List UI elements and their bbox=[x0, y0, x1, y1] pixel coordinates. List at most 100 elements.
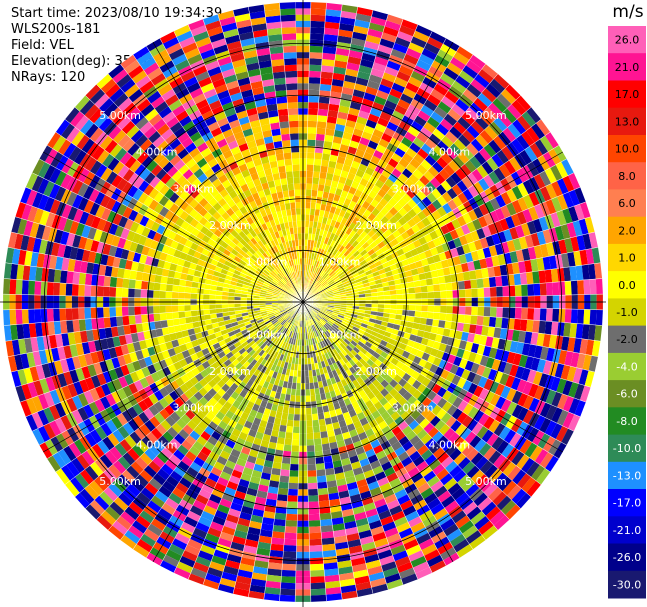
range-gate bbox=[71, 457, 85, 474]
range-gate bbox=[343, 282, 351, 288]
range-gate bbox=[83, 390, 95, 405]
range-gate bbox=[446, 290, 453, 299]
range-gate bbox=[309, 538, 323, 546]
range-gate bbox=[340, 10, 357, 20]
range-gate bbox=[228, 475, 241, 485]
range-gate bbox=[335, 243, 342, 251]
range-gate bbox=[57, 449, 72, 465]
range-gate bbox=[552, 348, 562, 364]
range-gate bbox=[380, 351, 389, 359]
range-gate bbox=[410, 120, 424, 132]
range-gate bbox=[466, 142, 479, 156]
range-gate bbox=[489, 78, 506, 94]
range-gate bbox=[384, 416, 395, 426]
range-gate bbox=[285, 329, 290, 336]
range-gate bbox=[432, 161, 444, 173]
range-gate bbox=[235, 331, 243, 338]
range-gate bbox=[230, 348, 239, 356]
range-gate bbox=[161, 350, 171, 360]
range-gate bbox=[339, 496, 352, 505]
range-gate bbox=[266, 307, 273, 311]
range-gate bbox=[493, 472, 508, 487]
range-gate bbox=[272, 319, 279, 325]
range-gate bbox=[383, 366, 393, 376]
range-gate bbox=[326, 309, 333, 313]
range-gate bbox=[335, 162, 344, 171]
range-gate bbox=[381, 561, 397, 572]
range-gate bbox=[249, 475, 261, 485]
range-gate bbox=[255, 431, 264, 440]
ray-separator bbox=[302, 158, 567, 303]
range-gate bbox=[11, 216, 22, 234]
range-gate bbox=[290, 311, 295, 317]
range-gate bbox=[274, 287, 281, 292]
range-gate bbox=[86, 262, 95, 275]
range-gate bbox=[228, 311, 236, 316]
range-gate bbox=[489, 210, 500, 224]
range-gate bbox=[399, 93, 414, 105]
range-gate bbox=[65, 480, 80, 497]
range-gate bbox=[457, 456, 471, 470]
range-gate bbox=[307, 114, 318, 122]
range-gate bbox=[578, 369, 589, 386]
range-gate bbox=[60, 464, 75, 481]
range-gate bbox=[387, 158, 399, 169]
range-gate bbox=[422, 206, 432, 217]
range-gate bbox=[346, 345, 353, 352]
range-gate bbox=[165, 415, 177, 427]
range-gate bbox=[256, 547, 271, 557]
range-gate bbox=[96, 372, 107, 386]
range-gate bbox=[347, 245, 355, 253]
range-gate bbox=[210, 466, 223, 477]
range-gate bbox=[117, 267, 125, 279]
range-gate bbox=[337, 261, 344, 268]
range-gate bbox=[323, 140, 333, 149]
range-gate bbox=[348, 254, 356, 262]
range-gate bbox=[166, 276, 174, 285]
range-gate bbox=[312, 289, 318, 295]
range-gate bbox=[371, 303, 378, 308]
range-gate bbox=[238, 563, 254, 573]
range-gate bbox=[497, 131, 512, 146]
range-gate bbox=[274, 391, 282, 400]
range-gate bbox=[483, 306, 491, 317]
range-gate bbox=[316, 121, 327, 129]
range-gate bbox=[152, 473, 166, 486]
range-gate bbox=[471, 288, 478, 298]
range-gate bbox=[536, 358, 547, 373]
range-gate bbox=[517, 182, 529, 198]
range-gate bbox=[51, 374, 62, 390]
range-gate bbox=[411, 194, 422, 205]
range-gate bbox=[476, 165, 489, 179]
range-gate bbox=[562, 192, 574, 209]
range-gate bbox=[312, 317, 318, 324]
range-gate bbox=[573, 250, 582, 267]
range-gate bbox=[183, 335, 192, 344]
range-gate bbox=[235, 523, 249, 533]
range-gate bbox=[464, 159, 477, 173]
range-gate bbox=[97, 317, 105, 329]
range-gate bbox=[253, 336, 261, 343]
range-gate bbox=[288, 337, 293, 344]
ray-separator bbox=[302, 262, 601, 303]
range-gate bbox=[240, 411, 250, 421]
range-gate bbox=[474, 73, 490, 89]
range-gate bbox=[240, 557, 256, 567]
range-gate bbox=[28, 266, 37, 281]
range-gate bbox=[430, 325, 439, 335]
range-gate bbox=[329, 441, 338, 450]
range-gate bbox=[330, 415, 339, 424]
range-gate bbox=[128, 525, 144, 539]
range-gate bbox=[87, 226, 97, 240]
range-gate bbox=[313, 343, 318, 351]
range-gate bbox=[14, 354, 24, 371]
range-gate bbox=[355, 426, 365, 435]
range-gate bbox=[326, 166, 336, 175]
range-gate bbox=[255, 411, 264, 420]
range-gate bbox=[322, 264, 328, 272]
range-gate bbox=[350, 414, 360, 424]
range-gate bbox=[361, 354, 370, 363]
range-gate bbox=[193, 326, 202, 334]
range-gate bbox=[167, 363, 177, 374]
range-gate bbox=[195, 522, 210, 533]
